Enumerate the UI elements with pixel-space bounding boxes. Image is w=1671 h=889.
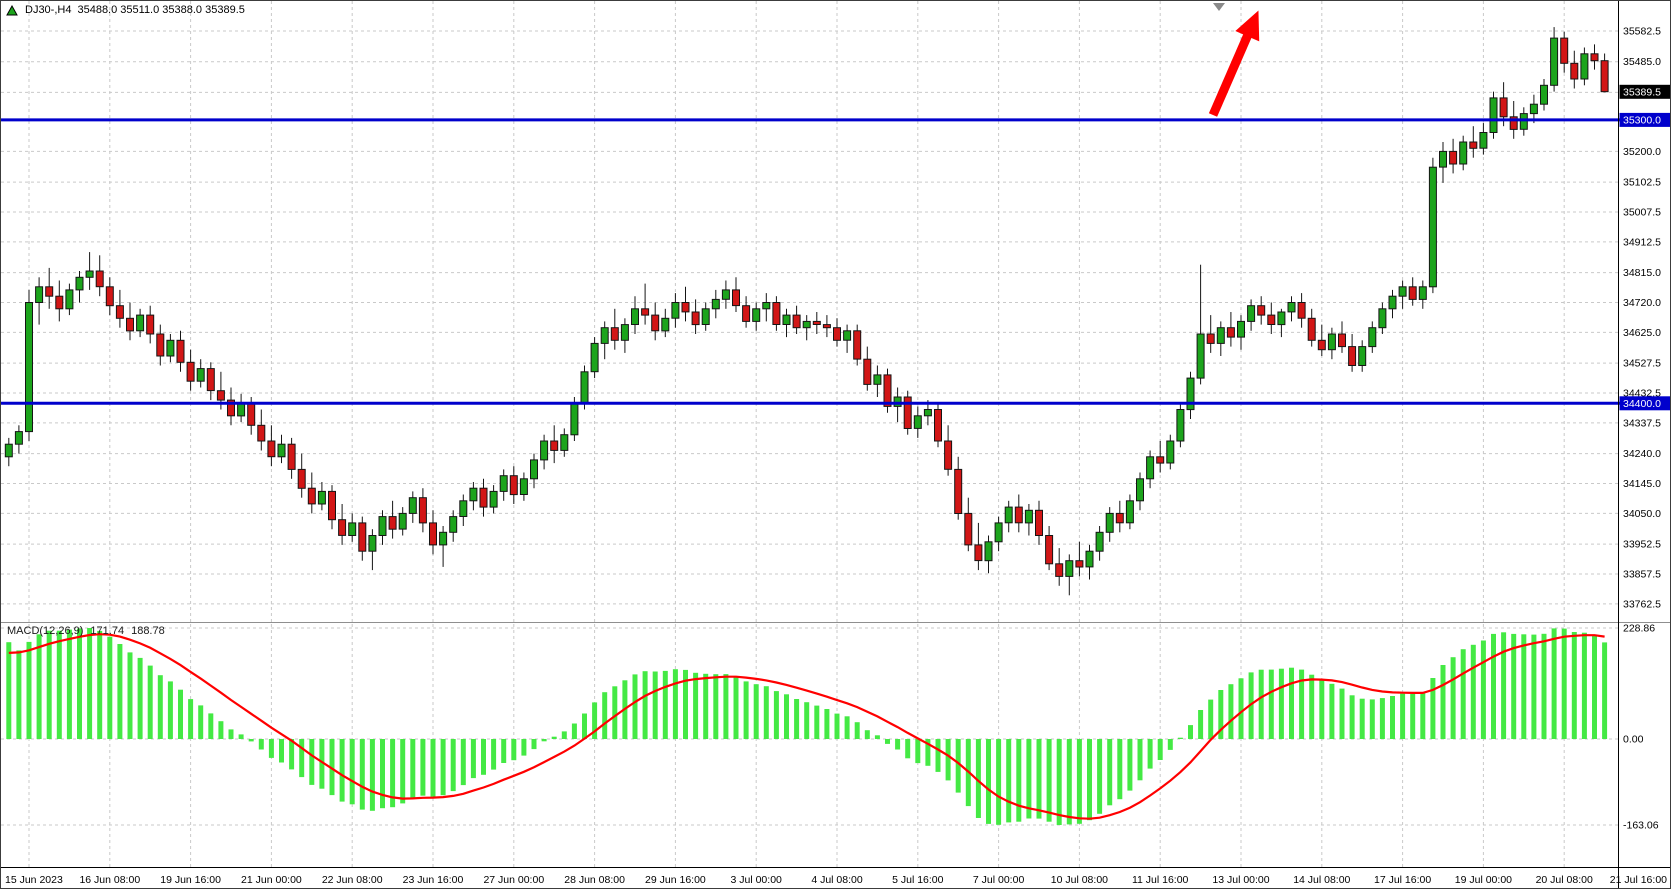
svg-text:35300.0: 35300.0 <box>1623 114 1661 126</box>
macd-gridlines <box>1 627 1619 826</box>
svg-text:19 Jul 00:00: 19 Jul 00:00 <box>1455 874 1512 886</box>
symbol-info: DJ30-,H4 35488.0 35511.0 35388.0 35389.5 <box>6 4 245 16</box>
macd-histogram <box>6 628 1608 825</box>
svg-text:16 Jun 08:00: 16 Jun 08:00 <box>79 874 140 886</box>
svg-text:23 Jun 16:00: 23 Jun 16:00 <box>403 874 464 886</box>
svg-text:34400.0: 34400.0 <box>1623 398 1661 410</box>
svg-text:33762.5: 33762.5 <box>1623 598 1661 610</box>
svg-text:17 Jul 16:00: 17 Jul 16:00 <box>1374 874 1431 886</box>
svg-text:34912.5: 34912.5 <box>1623 236 1661 248</box>
symbol-icon <box>6 4 19 16</box>
svg-text:34050.0: 34050.0 <box>1623 508 1661 520</box>
svg-text:35582.5: 35582.5 <box>1623 26 1661 38</box>
svg-text:14 Jul 08:00: 14 Jul 08:00 <box>1293 874 1350 886</box>
symbol-icon-glyph <box>6 4 18 15</box>
macd-main-value: 171.74 <box>90 625 125 637</box>
svg-text:34240.0: 34240.0 <box>1623 448 1661 460</box>
svg-text:10 Jul 08:00: 10 Jul 08:00 <box>1051 874 1108 886</box>
candles-series <box>4 27 1609 596</box>
svg-text:29 Jun 16:00: 29 Jun 16:00 <box>645 874 706 886</box>
macd-indicator-label: MACD(12,26,9) 171.74 188.78 <box>7 625 165 637</box>
level-price-tag-35300.0 <box>1619 112 1670 127</box>
svg-text:21 Jul 16:00: 21 Jul 16:00 <box>1610 874 1667 886</box>
svg-text:33857.5: 33857.5 <box>1623 569 1661 581</box>
price-gridlines <box>1 30 1619 605</box>
symbol-period-label: DJ30-,H4 <box>25 4 72 16</box>
svg-text:11 Jul 16:00: 11 Jul 16:00 <box>1132 874 1189 886</box>
svg-text:5 Jul 16:00: 5 Jul 16:00 <box>892 874 944 886</box>
svg-text:34720.0: 34720.0 <box>1623 297 1661 309</box>
macd-axis-labels: 228.86 0.00 -163.06 <box>1623 623 1659 832</box>
svg-text:3 Jul 00:00: 3 Jul 00:00 <box>731 874 783 886</box>
svg-text:0.00: 0.00 <box>1623 734 1644 746</box>
svg-text:35102.5: 35102.5 <box>1623 177 1661 189</box>
svg-text:19 Jun 16:00: 19 Jun 16:00 <box>160 874 221 886</box>
svg-text:27 Jun 00:00: 27 Jun 00:00 <box>483 874 544 886</box>
svg-text:13 Jul 00:00: 13 Jul 00:00 <box>1212 874 1269 886</box>
svg-text:34527.5: 34527.5 <box>1623 358 1661 370</box>
svg-text:-163.06: -163.06 <box>1623 820 1659 832</box>
svg-text:15 Jun 2023: 15 Jun 2023 <box>5 874 63 886</box>
svg-text:7 Jul 00:00: 7 Jul 00:00 <box>973 874 1025 886</box>
price-axis-labels: 35582.5 35485.0 35200.0 35102.5 35007.5 34912… <box>1623 26 1661 611</box>
trend-arrow-annotation[interactable] <box>1201 5 1270 120</box>
svg-text:22 Jun 08:00: 22 Jun 08:00 <box>322 874 383 886</box>
svg-text:34815.0: 34815.0 <box>1623 267 1661 279</box>
svg-text:34337.5: 34337.5 <box>1623 417 1661 429</box>
svg-text:21 Jun 00:00: 21 Jun 00:00 <box>241 874 302 886</box>
svg-text:34625.0: 34625.0 <box>1623 327 1661 339</box>
svg-text:35200.0: 35200.0 <box>1623 146 1661 158</box>
svg-text:35389.5: 35389.5 <box>1623 86 1661 98</box>
time-axis-labels: 15 Jun 2023 16 Jun 08:00 19 Jun 16:00 21 Ju… <box>5 874 1667 886</box>
svg-text:35007.5: 35007.5 <box>1623 207 1661 219</box>
macd-signal-line <box>8 633 1605 820</box>
svg-text:228.86: 228.86 <box>1623 623 1655 635</box>
macd-name: MACD(12,26,9) <box>7 625 84 637</box>
svg-text:33952.5: 33952.5 <box>1623 539 1661 551</box>
chart-shift-marker-icon[interactable] <box>1213 3 1225 11</box>
svg-text:20 Jul 08:00: 20 Jul 08:00 <box>1536 874 1593 886</box>
macd-signal-value: 188.78 <box>131 625 165 637</box>
current-price-tag <box>1619 84 1670 99</box>
level-price-tag-34400.0 <box>1619 396 1670 411</box>
svg-text:4 Jul 08:00: 4 Jul 08:00 <box>811 874 863 886</box>
svg-text:34145.0: 34145.0 <box>1623 478 1661 490</box>
svg-text:35485.0: 35485.0 <box>1623 56 1661 68</box>
svg-text:28 Jun 08:00: 28 Jun 08:00 <box>564 874 625 886</box>
ohlc-values: 35488.0 35511.0 35388.0 35389.5 <box>77 4 245 16</box>
